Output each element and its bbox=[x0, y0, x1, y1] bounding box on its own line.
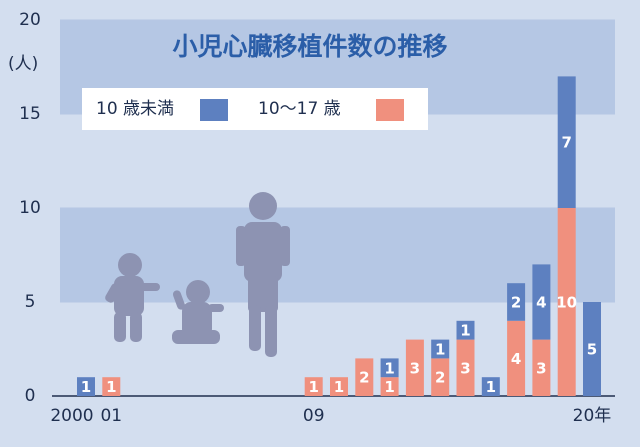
silhouettes bbox=[105, 192, 290, 357]
x-tick-label: 09 bbox=[303, 406, 325, 426]
bar bbox=[380, 358, 399, 378]
y-tick-label: 10 bbox=[19, 198, 41, 218]
bar bbox=[583, 302, 601, 396]
legend-swatch bbox=[200, 99, 228, 121]
value-label: 5 bbox=[587, 341, 597, 359]
legend bbox=[82, 88, 428, 130]
value-label: 3 bbox=[460, 359, 470, 377]
value-label: 1 bbox=[308, 378, 318, 396]
bar bbox=[456, 320, 475, 340]
value-label: 3 bbox=[536, 359, 546, 377]
value-label: 2 bbox=[511, 294, 521, 312]
x-tick-label: 01 bbox=[100, 406, 122, 426]
bar bbox=[431, 358, 450, 396]
bar bbox=[431, 339, 450, 359]
y-unit: (人) bbox=[8, 54, 38, 74]
y-tick-label: 15 bbox=[19, 104, 41, 124]
bar bbox=[405, 339, 424, 396]
value-label: 1 bbox=[334, 378, 344, 396]
bar bbox=[507, 320, 526, 396]
value-label: 4 bbox=[511, 350, 521, 368]
value-label: 1 bbox=[435, 341, 445, 359]
bar bbox=[557, 208, 576, 396]
y-tick-label: 20 bbox=[19, 10, 41, 30]
value-label: 1 bbox=[384, 378, 394, 396]
legend-swatch bbox=[376, 99, 404, 121]
x-tick-label: 2000 bbox=[50, 406, 93, 426]
value-label: 1 bbox=[81, 378, 91, 396]
legend-label: 10〜17 歳 bbox=[258, 99, 341, 119]
bar bbox=[355, 358, 374, 396]
value-label: 4 bbox=[536, 294, 546, 312]
value-label: 2 bbox=[435, 369, 445, 387]
bar bbox=[102, 377, 121, 396]
bar bbox=[532, 264, 551, 340]
value-label: 1 bbox=[106, 378, 116, 396]
bar bbox=[330, 377, 348, 396]
chart-title: 小児心臓移植件数の推移 bbox=[172, 32, 447, 61]
bar bbox=[481, 377, 500, 396]
bar bbox=[507, 283, 526, 321]
bar bbox=[532, 339, 551, 396]
legend-label: 10 歳未満 bbox=[96, 99, 174, 119]
value-label: 1 bbox=[460, 322, 470, 340]
bar bbox=[456, 339, 475, 396]
value-label: 3 bbox=[410, 359, 420, 377]
bar bbox=[77, 377, 95, 396]
bar bbox=[304, 377, 323, 396]
value-label: 2 bbox=[359, 369, 369, 387]
y-tick-label: 5 bbox=[25, 292, 36, 312]
value-label: 1 bbox=[384, 359, 394, 377]
value-label: 1 bbox=[486, 378, 496, 396]
y-tick-label: 0 bbox=[25, 386, 36, 406]
value-label: 10 bbox=[556, 294, 577, 312]
bar bbox=[380, 377, 399, 396]
x-tick-label: 20年 bbox=[573, 406, 612, 426]
bar bbox=[557, 76, 576, 209]
value-label: 7 bbox=[561, 134, 571, 152]
